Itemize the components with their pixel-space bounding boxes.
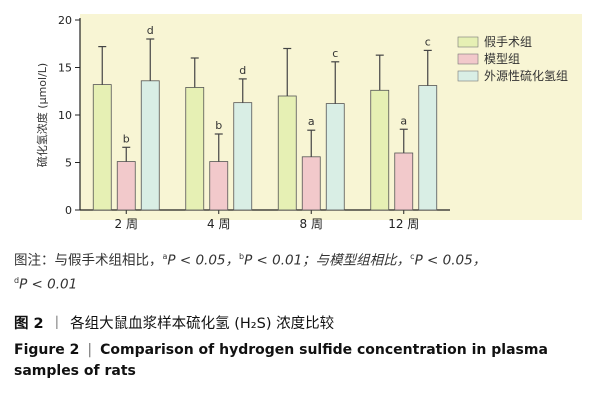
caption-zh-title: 各组大鼠血浆样本硫化氢 (H₂S) 浓度比较 [70,316,335,332]
note-sup-b: b [239,252,245,261]
y-tick-label: 20 [58,14,72,27]
bars-layer: b d b d a c a c [92,24,438,211]
note-sup-c: c [410,252,415,261]
bar [92,84,112,211]
significance-label: a [400,114,407,127]
bar [185,87,205,211]
note-p-c: P < 0.05， [414,252,487,269]
bar [301,156,321,211]
significance-label: c [332,47,338,60]
note-prefix: 图注：与假手术组相比， [14,252,163,269]
caption-en-figure-number: Figure 2 [14,342,80,358]
bar-chart: 0 5 10 15 20 硫化氢浓度 (µmol/L) 2 周 4 周 8 周 12 周 b d b d… [35,14,582,231]
caption-en-title: Comparison of hydrogen sulfide concentra… [14,342,548,379]
figure-note: 图注：与假手术组相比，aP < 0.05，bP < 0.01；与模型组相比，cP… [14,247,604,294]
x-tick-label: 12 周 [388,217,419,231]
bar [209,161,229,211]
y-tick-label: 5 [65,157,72,170]
legend-swatch [457,36,479,48]
note-sup-d: d [14,275,20,285]
significance-label: d [147,24,154,37]
note-sup-a: a [162,252,168,261]
x-tick-label: 8 周 [300,217,323,231]
legend-label: 外源性硫化氢组 [484,68,568,83]
significance-label: a [308,115,315,128]
significance-label: b [123,132,130,145]
axes: 0 5 10 15 20 硫化氢浓度 (µmol/L) 2 周 4 周 8 周 12 周 [35,14,450,231]
bar [116,161,136,211]
bar [140,80,160,211]
significance-label: b [215,119,222,132]
caption-english: Figure 2 | Comparison of hydrogen sulfide … [14,340,599,382]
y-tick-label: 15 [58,62,72,75]
x-tick-label: 2 周 [115,217,138,231]
caption-zh-separator: 丨 [49,316,65,332]
bar [233,102,253,211]
x-tick-label: 4 周 [207,217,230,231]
bar [325,103,345,211]
bar [394,152,414,211]
significance-label: d [239,64,246,77]
y-tick-label: 10 [58,109,72,122]
legend-swatch [457,53,479,65]
caption-en-separator: | [87,342,93,358]
caption-chinese: 图 2 丨各组大鼠血浆样本硫化氢 (H₂S) 浓度比较 [14,312,334,333]
bar [418,85,438,211]
legend-label: 模型组 [484,52,520,66]
caption-zh-figure-number: 图 2 [14,316,44,332]
bar [370,89,390,211]
significance-label: c [425,35,431,48]
y-tick-label: 0 [65,204,72,217]
bar [277,95,297,211]
note-p-a: P < 0.05， [167,252,239,269]
note-p-d: P < 0.01 [19,276,78,292]
y-axis-label: 硫化氢浓度 (µmol/L) [35,63,49,167]
legend-swatch [457,70,479,82]
note-p-b: P < 0.01；与模型组相比， [244,252,411,269]
legend-label: 假手术组 [484,35,532,49]
